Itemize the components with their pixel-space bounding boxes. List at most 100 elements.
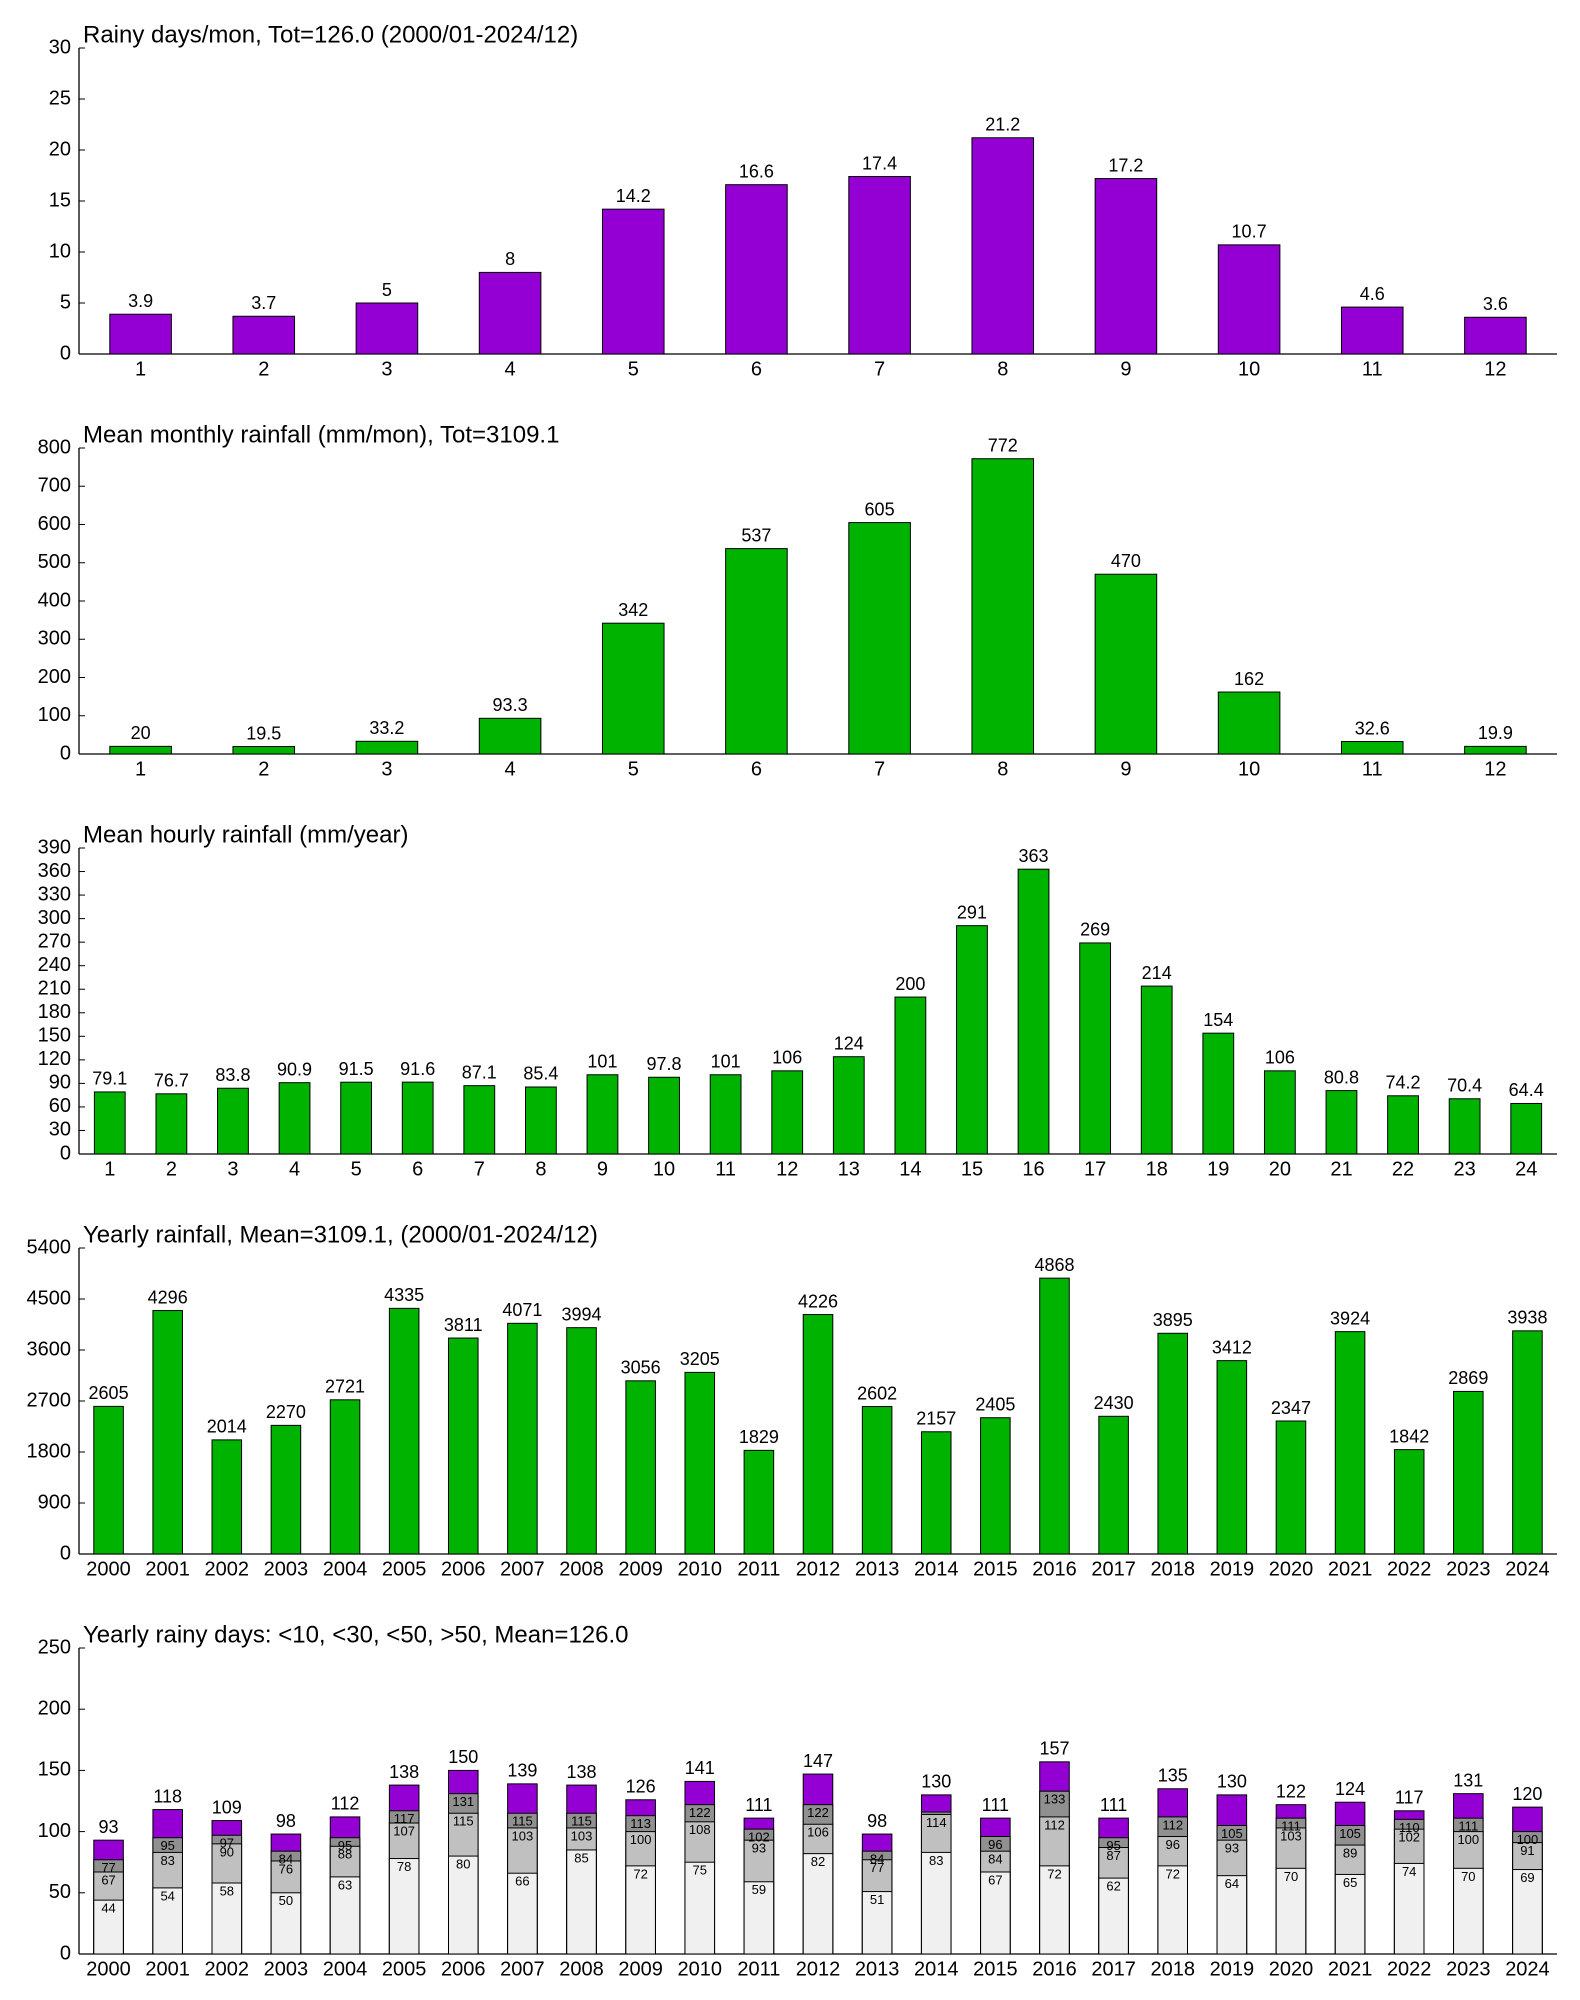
x-tick-label: 23 <box>1454 1158 1476 1180</box>
bar <box>1275 1420 1307 1555</box>
bar <box>625 1380 656 1555</box>
y-tick-label: 4500 <box>27 1287 72 1309</box>
value-label: 91 <box>1520 1843 1534 1858</box>
y-tick-label: 3600 <box>27 1338 72 1360</box>
x-tick-label: 2003 <box>264 1958 309 1980</box>
value-label: 106 <box>1265 1048 1295 1068</box>
value-label: 64.4 <box>1509 1080 1544 1100</box>
bar <box>1094 573 1158 755</box>
bar <box>1216 1360 1248 1555</box>
bar <box>1217 244 1281 355</box>
value-label: 87.1 <box>462 1062 497 1082</box>
value-label: 138 <box>566 1762 596 1782</box>
x-tick-label: 2009 <box>618 1558 663 1580</box>
x-tick-label: 2017 <box>1091 1958 1136 1980</box>
value-label: 4868 <box>1034 1255 1074 1275</box>
value-label: 78 <box>397 1859 411 1874</box>
value-label: 33.2 <box>369 718 404 738</box>
value-label: 342 <box>618 600 648 620</box>
value-label: 90 <box>220 1844 234 1859</box>
value-label: 67 <box>101 1872 115 1887</box>
bar <box>832 1056 865 1155</box>
bar <box>956 925 988 1155</box>
x-tick-label: 4 <box>289 1158 300 1180</box>
y-tick-label: 250 <box>38 1636 71 1658</box>
y-tick-label: 15 <box>49 189 71 211</box>
bar <box>1039 1277 1070 1555</box>
bar <box>217 1087 249 1155</box>
x-tick-label: 2 <box>258 758 269 780</box>
x-tick-label: 2014 <box>914 1958 959 1980</box>
x-tick-label: 2014 <box>914 1558 959 1580</box>
value-label: 112 <box>1044 1817 1065 1832</box>
bar <box>743 1449 775 1555</box>
value-label: 131 <box>1453 1770 1483 1790</box>
value-label: 105 <box>1339 1826 1361 1841</box>
y-tick-label: 150 <box>38 1759 71 1781</box>
x-tick-label: 10 <box>653 1158 675 1180</box>
value-label: 8 <box>505 249 515 269</box>
value-label: 89 <box>1343 1846 1357 1861</box>
bar <box>1512 1330 1543 1555</box>
value-label: 84 <box>870 1852 884 1867</box>
value-label: 605 <box>865 499 895 519</box>
value-label: 3811 <box>444 1315 483 1335</box>
value-label: 2430 <box>1094 1393 1134 1413</box>
bar <box>355 302 419 355</box>
value-label: 91.6 <box>400 1059 435 1079</box>
value-label: 59 <box>752 1882 766 1897</box>
chart-title: Rainy days/mon, Tot=126.0 (2000/01-2024/… <box>83 21 578 48</box>
value-label: 75 <box>693 1863 707 1878</box>
y-tick-label: 20 <box>49 138 71 160</box>
y-tick-label: 600 <box>38 513 71 535</box>
bar <box>1510 1102 1543 1155</box>
value-label: 1829 <box>739 1427 779 1447</box>
value-label: 291 <box>957 902 987 922</box>
value-label: 91.5 <box>339 1059 374 1079</box>
bar <box>971 458 1035 755</box>
bar <box>1263 1070 1296 1155</box>
x-tick-label: 2002 <box>205 1558 250 1580</box>
value-label: 95 <box>1106 1838 1120 1853</box>
x-tick-label: 16 <box>1022 1158 1044 1180</box>
value-label: 83 <box>160 1853 174 1868</box>
bar <box>1157 1332 1188 1555</box>
value-label: 4335 <box>384 1285 424 1305</box>
value-label: 103 <box>512 1828 534 1843</box>
bar <box>1325 1090 1358 1155</box>
value-label: 2605 <box>89 1383 129 1403</box>
bar <box>93 1405 124 1555</box>
y-tick-label: 360 <box>38 860 71 882</box>
bar <box>270 1424 302 1555</box>
bar <box>848 522 911 755</box>
x-tick-label: 2015 <box>973 1958 1018 1980</box>
value-label: 269 <box>1080 920 1110 940</box>
x-tick-label: 7 <box>474 1158 485 1180</box>
value-label: 3205 <box>680 1349 720 1369</box>
value-label: 90.9 <box>277 1059 312 1079</box>
x-tick-label: 9 <box>597 1158 608 1180</box>
y-tick-label: 150 <box>38 1025 71 1047</box>
x-tick-label: 2006 <box>441 1558 486 1580</box>
x-tick-label: 2008 <box>559 1558 604 1580</box>
y-tick-label: 10 <box>49 240 71 262</box>
bar <box>725 184 788 355</box>
x-tick-label: 2013 <box>855 1558 900 1580</box>
value-label: 2270 <box>266 1402 306 1422</box>
value-label: 98 <box>867 1811 887 1831</box>
bar <box>1275 1867 1307 1955</box>
bar <box>971 137 1035 355</box>
bar <box>848 176 911 355</box>
bar <box>507 1872 538 1955</box>
value-label: 16.6 <box>739 161 774 181</box>
y-tick-label: 100 <box>38 704 71 726</box>
x-tick-label: 2016 <box>1032 1558 1077 1580</box>
bar <box>802 1314 834 1555</box>
x-tick-label: 17 <box>1084 1158 1106 1180</box>
value-label: 138 <box>389 1762 419 1782</box>
y-tick-label: 0 <box>60 342 71 364</box>
bar <box>861 1406 893 1555</box>
value-label: 96 <box>1165 1837 1179 1852</box>
value-label: 111 <box>1100 1795 1127 1815</box>
x-tick-label: 2022 <box>1387 1558 1432 1580</box>
